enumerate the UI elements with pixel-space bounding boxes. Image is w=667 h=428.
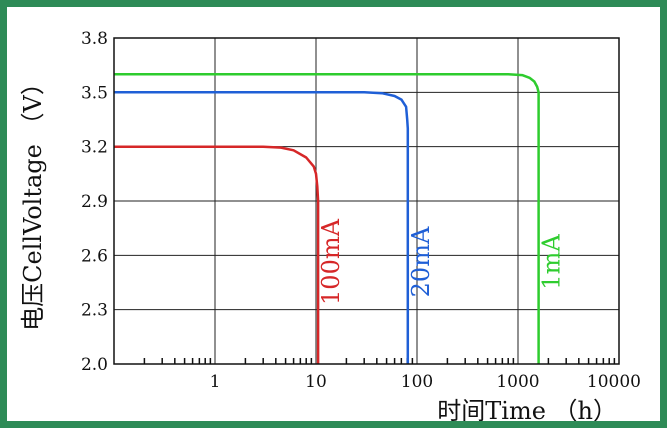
- series-label: 20mA: [407, 226, 435, 297]
- x-tick-label: 10000: [587, 372, 641, 392]
- y-tick-label: 2.0: [81, 355, 108, 375]
- y-tick-label: 3.8: [81, 29, 108, 49]
- y-tick-label: 3.5: [81, 83, 108, 103]
- x-tick-label: 1000: [496, 372, 539, 392]
- y-tick-label: 2.9: [81, 192, 108, 212]
- y-axis-title: 电压CellVoltage （V）: [19, 71, 47, 331]
- x-tick-label: 1: [210, 372, 221, 392]
- y-tick-label: 2.6: [81, 246, 108, 266]
- x-tick-label: 10: [305, 372, 327, 392]
- minor-ticks: [143, 358, 616, 364]
- x-tick-labels: 1 10 100 1000 10000: [210, 372, 641, 392]
- series-line: [114, 72, 540, 364]
- series-line: [114, 91, 410, 364]
- voltage-time-chart: 2.0 2.3 2.6 2.9 3.2 3.5 3.8 1 10 100 1000 10000 10…: [19, 29, 641, 421]
- x-axis-title: 时间Time （h）: [437, 397, 617, 421]
- y-tick-label: 3.2: [81, 138, 108, 158]
- series-line: [114, 145, 320, 364]
- plot-border: [113, 37, 620, 365]
- y-tick-label: 2.3: [81, 301, 108, 321]
- series-label: 100mA: [317, 218, 345, 305]
- series-lines: [114, 72, 540, 364]
- x-tick-label: 100: [401, 372, 433, 392]
- series-label: 1mA: [538, 234, 566, 290]
- y-tick-labels: 2.0 2.3 2.6 2.9 3.2 3.5 3.8: [81, 29, 108, 375]
- series-labels: 100mA 20mA 1mA: [317, 218, 565, 305]
